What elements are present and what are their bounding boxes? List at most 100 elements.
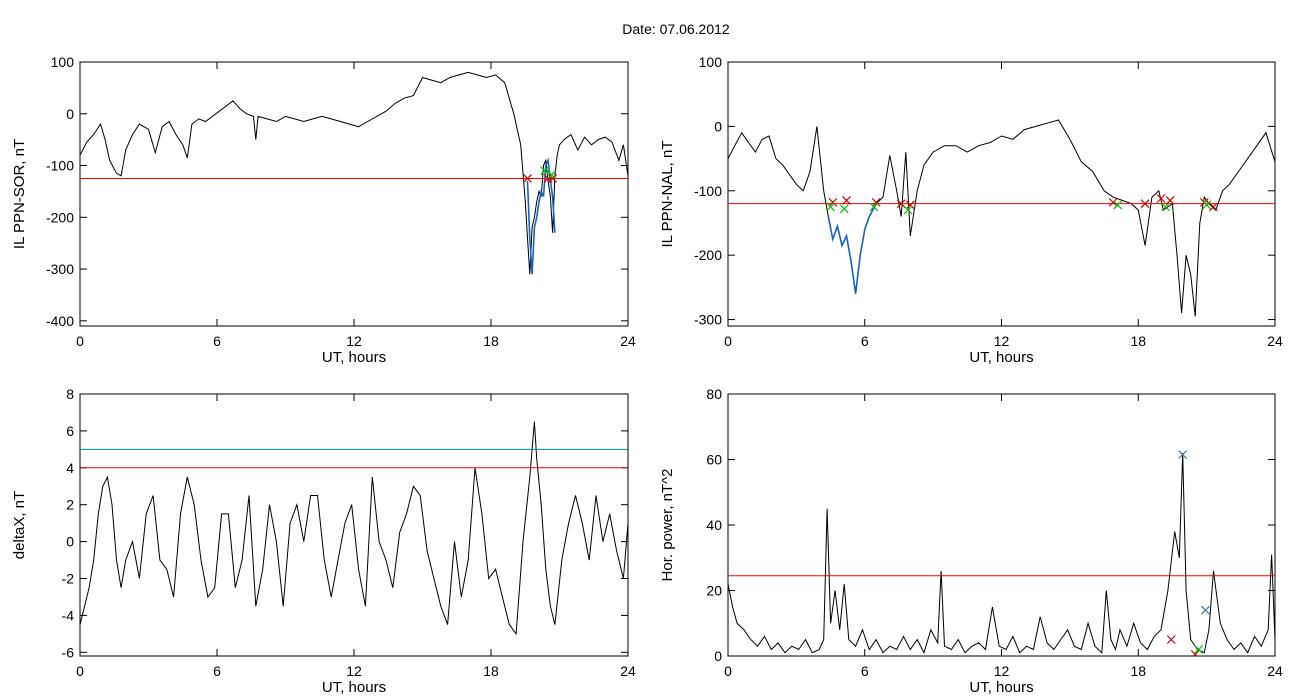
marker-cross: [1194, 645, 1204, 654]
marker-cross: [871, 197, 881, 207]
marker-cross: [1113, 200, 1123, 210]
marker-cross: [839, 204, 849, 214]
y-tick-label: -200: [694, 247, 722, 263]
marker-stroke: [1194, 645, 1204, 654]
x-tick-label: 6: [861, 663, 869, 679]
y-tick-label: 0: [66, 534, 74, 550]
y-tick-label: 60: [706, 452, 722, 468]
marker-cross: [869, 202, 879, 212]
y-tick-label: 100: [699, 54, 723, 70]
x-tick-label: 6: [213, 333, 221, 349]
y-tick-label: 20: [706, 583, 722, 599]
marker-stroke: [842, 196, 851, 205]
series-line: [80, 421, 628, 636]
y-axis-label: IL PPN-SOR, nT: [11, 139, 28, 249]
marker-stroke: [1192, 649, 1200, 656]
x-tick-label: 6: [213, 663, 221, 679]
x-tick-label: 24: [620, 663, 636, 679]
y-tick-label: -2: [62, 571, 75, 587]
marker-stroke: [871, 197, 881, 207]
marker-stroke: [1209, 202, 1218, 212]
x-tick-label: 6: [861, 333, 869, 349]
y-tick-label: -100: [46, 158, 74, 174]
marker-cross: [842, 196, 851, 205]
marker-stroke: [1161, 202, 1171, 212]
marker-stroke: [826, 202, 835, 212]
marker-stroke: [1165, 196, 1175, 205]
highlight-line: [827, 203, 877, 294]
y-tick-label: -100: [694, 183, 722, 199]
panel-hor-power: 0 6 12 18 24 0 20 40 60 80 UT, hours Hor. power, nT…: [659, 386, 1283, 696]
x-tick-label: 0: [76, 333, 84, 349]
x-axis-label: UT, hours: [969, 349, 1033, 366]
panel-il-ppn-sor: 0 6 12 18 24 -400 -300 -200 -100 0 100 UT, hours IL …: [11, 54, 636, 366]
series-line: [80, 71, 628, 275]
marker-stroke: [869, 202, 879, 212]
marker-cross: [1202, 200, 1212, 210]
marker-cross: [1166, 635, 1176, 645]
y-tick-label: -400: [46, 313, 74, 329]
y-tick-label: 4: [66, 460, 74, 476]
marker-cross: [540, 166, 550, 176]
y-tick-label: 0: [66, 106, 74, 122]
series-line: [728, 452, 1275, 655]
marker-cross: [1156, 194, 1166, 203]
y-tick-label: 8: [66, 386, 74, 402]
y-tick-label: 0: [714, 648, 722, 664]
plot-area: [80, 421, 628, 636]
marker-stroke: [540, 166, 550, 176]
y-axis-label: IL PPN-NAL, nT: [659, 141, 676, 248]
x-tick-label: 0: [76, 663, 84, 679]
x-axis-label: UT, hours: [969, 679, 1033, 696]
marker-cross: [1178, 450, 1188, 460]
marker-cross: [1165, 196, 1175, 205]
marker-stroke: [1202, 200, 1212, 210]
marker-cross: [1140, 199, 1150, 209]
x-tick-label: 0: [724, 333, 732, 349]
x-tick-label: 18: [1130, 663, 1146, 679]
x-tick-label: 12: [994, 663, 1010, 679]
x-tick-label: 18: [483, 333, 499, 349]
marker-cross: [905, 200, 915, 210]
plot-frame: [727, 61, 1276, 327]
marker-cross: [1108, 197, 1118, 207]
marker-stroke: [1166, 635, 1176, 645]
plot-frame: [727, 393, 1276, 657]
x-tick-label: 24: [1267, 663, 1283, 679]
marker-cross: [828, 197, 838, 207]
plot-area: [728, 119, 1275, 317]
marker-stroke: [1113, 200, 1123, 210]
marker-stroke: [1178, 450, 1188, 460]
marker-stroke: [903, 205, 913, 215]
figure-title: Date: 07.06.2012: [622, 21, 730, 37]
marker-stroke: [548, 174, 558, 183]
y-tick-label: 100: [51, 54, 75, 70]
marker-stroke: [1140, 199, 1150, 209]
x-tick-label: 12: [346, 663, 362, 679]
series-line: [728, 119, 1275, 317]
marker-cross: [903, 205, 913, 215]
panel-il-ppn-nal: 0 6 12 18 24 -300 -200 -100 0 100 UT, hours IL PPN-…: [659, 54, 1283, 366]
y-tick-label: -300: [46, 261, 74, 277]
y-tick-label: 40: [706, 517, 722, 533]
y-tick-label: -6: [62, 644, 75, 660]
marker-stroke: [547, 170, 556, 180]
marker-cross: [826, 202, 835, 212]
x-tick-label: 24: [1267, 333, 1283, 349]
marker-stroke: [523, 174, 532, 183]
y-axis-label: deltaX, nT: [11, 491, 28, 559]
x-tick-label: 18: [1130, 333, 1146, 349]
marker-stroke: [896, 199, 906, 209]
x-tick-label: 0: [724, 663, 732, 679]
y-tick-label: -300: [694, 312, 722, 328]
marker-cross: [523, 174, 532, 183]
x-axis-label: UT, hours: [322, 349, 386, 366]
marker-stroke: [1108, 197, 1118, 207]
marker-stroke: [1201, 605, 1210, 615]
y-tick-label: 6: [66, 423, 74, 439]
plot-area: [80, 71, 628, 275]
marker-cross: [1201, 605, 1210, 615]
marker-stroke: [1156, 194, 1166, 203]
x-tick-label: 12: [346, 333, 362, 349]
